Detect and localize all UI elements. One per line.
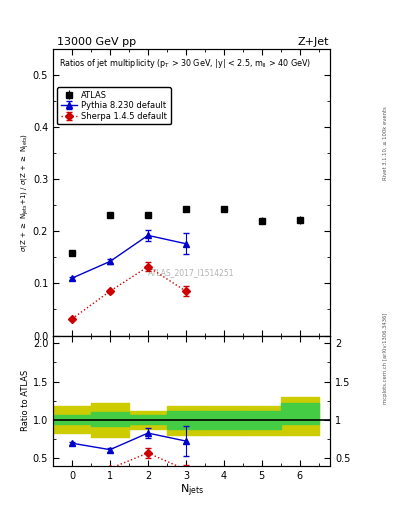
Y-axis label: Ratio to ATLAS: Ratio to ATLAS (21, 370, 30, 431)
Legend: ATLAS, Pythia 8.230 default, Sherpa 1.4.5 default: ATLAS, Pythia 8.230 default, Sherpa 1.4.… (57, 87, 171, 124)
Text: mcplots.cern.ch [arXiv:1306.3436]: mcplots.cern.ch [arXiv:1306.3436] (383, 313, 387, 404)
Text: Rivet 3.1.10, ≥ 100k events: Rivet 3.1.10, ≥ 100k events (383, 106, 387, 180)
Text: Ratios of jet multiplicity (p$_\mathregular{T}$ > 30 GeV, |y| < 2.5, m$_\mathreg: Ratios of jet multiplicity (p$_\mathregu… (59, 57, 311, 70)
X-axis label: N$_\mathregular{jets}$: N$_\mathregular{jets}$ (180, 482, 204, 499)
Text: ATLAS_2017_I1514251: ATLAS_2017_I1514251 (148, 268, 235, 277)
Text: Z+Jet: Z+Jet (298, 37, 329, 47)
Y-axis label: $\sigma$(Z + $\geq$ N$_\mathregular{jets}$+1) / $\sigma$(Z + $\geq$ N$_\mathregu: $\sigma$(Z + $\geq$ N$_\mathregular{jets… (20, 133, 31, 251)
Text: 13000 GeV pp: 13000 GeV pp (57, 37, 136, 47)
